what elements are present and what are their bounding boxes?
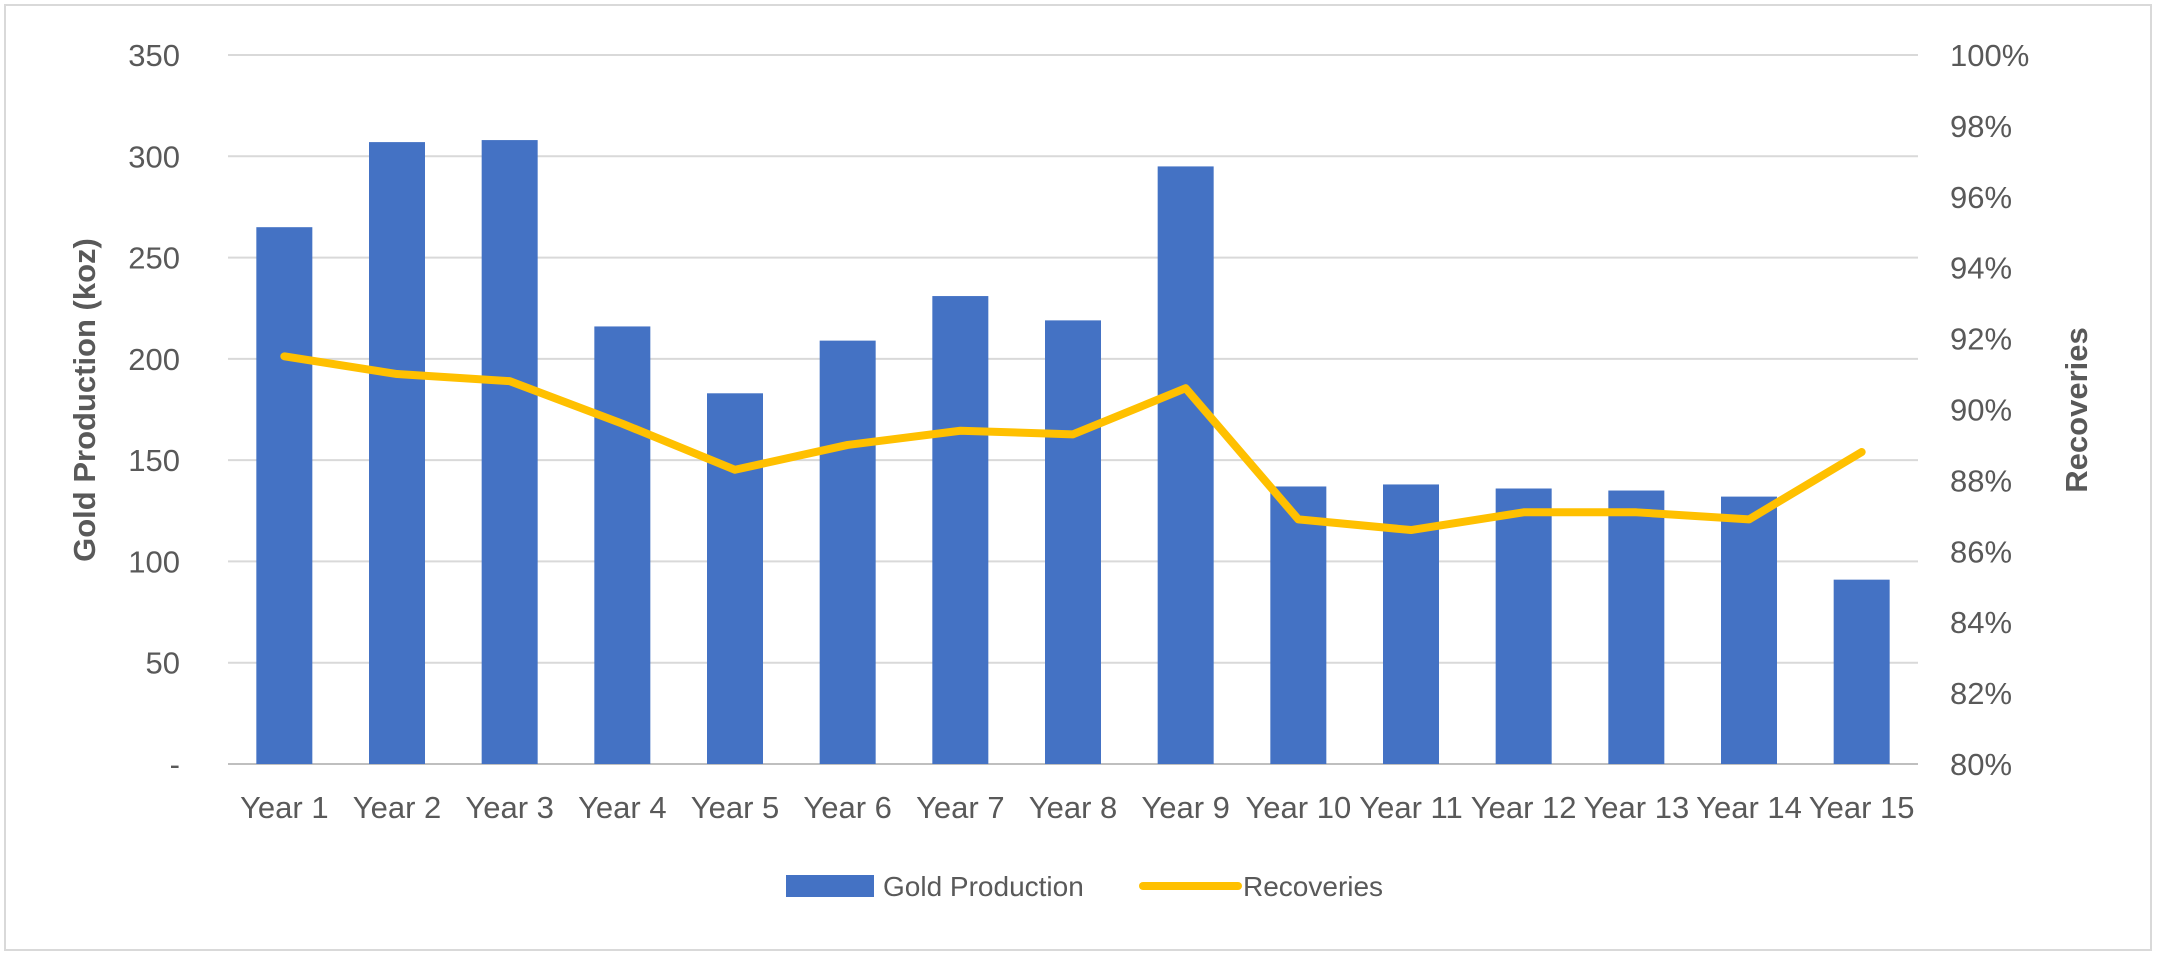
y2-tick-label: 92% [1950, 322, 2012, 357]
x-tick-label: Year 7 [916, 790, 1005, 825]
y-tick-label: 200 [128, 342, 180, 377]
x-tick-label: Year 2 [353, 790, 442, 825]
y2-tick-label: 84% [1950, 605, 2012, 640]
bar-gold-production [819, 340, 876, 764]
right-axis-ticks: 80% 82% 84% 86% 88% 90% 92% 94% 96% 98% 100% [1950, 38, 2029, 782]
y2-tick-label: 80% [1950, 747, 2012, 782]
legend: Gold Production Recoveries [786, 871, 1383, 902]
bar-gold-production [1495, 488, 1552, 764]
x-tick-label: Year 10 [1245, 790, 1351, 825]
x-axis-ticks: Year 1 Year 2 Year 3 Year 4 Year 5 Year 6 Year… [240, 790, 1914, 825]
x-tick-label: Year 4 [578, 790, 667, 825]
bar-gold-production [369, 142, 425, 764]
y-tick-label: 300 [128, 139, 180, 174]
y2-tick-label: 82% [1950, 676, 2012, 711]
y2-tick-label: 86% [1950, 534, 2012, 569]
x-tick-label: Year 1 [240, 790, 329, 825]
left-axis-ticks: - 50 100 150 200 250 300 350 [128, 38, 180, 782]
y2-tick-label: 88% [1950, 463, 2012, 498]
y2-tick-label: 90% [1950, 393, 2012, 428]
x-tick-label: Year 11 [1359, 790, 1462, 825]
x-tick-label: Year 14 [1696, 790, 1802, 825]
y2-tick-label: 96% [1950, 180, 2012, 215]
bar-gold-production [1045, 320, 1101, 764]
bar-gold-production [594, 326, 651, 764]
x-tick-label: Year 6 [803, 790, 892, 825]
y2-tick-label: 94% [1950, 251, 2012, 286]
y2-axis-title: Recoveries [2059, 327, 2094, 492]
y-tick-label: - [170, 747, 180, 782]
x-tick-label: Year 5 [691, 790, 780, 825]
bar-gold-production [256, 227, 313, 764]
bar-gold-production [1833, 579, 1890, 764]
y2-tick-label: 98% [1950, 109, 2012, 144]
bar-gold-production [1270, 486, 1327, 764]
line-recoveries [280, 352, 1866, 535]
x-tick-label: Year 9 [1141, 790, 1230, 825]
x-tick-label: Year 12 [1471, 790, 1577, 825]
y-tick-label: 250 [128, 241, 180, 276]
y-tick-label: 100 [128, 544, 180, 579]
bars-gold-production [256, 140, 1890, 764]
y2-tick-label: 100% [1950, 38, 2029, 73]
legend-label-recoveries: Recoveries [1243, 871, 1383, 902]
legend-swatch-gold-production [786, 875, 874, 897]
y-tick-label: 150 [128, 443, 180, 478]
line-recoveries-path [280, 352, 1866, 535]
bar-gold-production [1157, 166, 1214, 764]
bar-gold-production [481, 140, 538, 764]
y-axis-title: Gold Production (koz) [67, 238, 102, 562]
legend-label-gold-production: Gold Production [883, 871, 1084, 902]
x-tick-label: Year 15 [1809, 790, 1915, 825]
bar-gold-production [932, 296, 989, 764]
y-tick-label: 350 [128, 38, 180, 73]
x-tick-label: Year 8 [1029, 790, 1118, 825]
bar-gold-production [707, 393, 763, 764]
x-tick-label: Year 13 [1583, 790, 1689, 825]
bar-gold-production [1608, 490, 1665, 764]
bar-gold-production [1721, 496, 1777, 764]
y-tick-label: 50 [146, 646, 180, 681]
x-tick-label: Year 3 [465, 790, 554, 825]
